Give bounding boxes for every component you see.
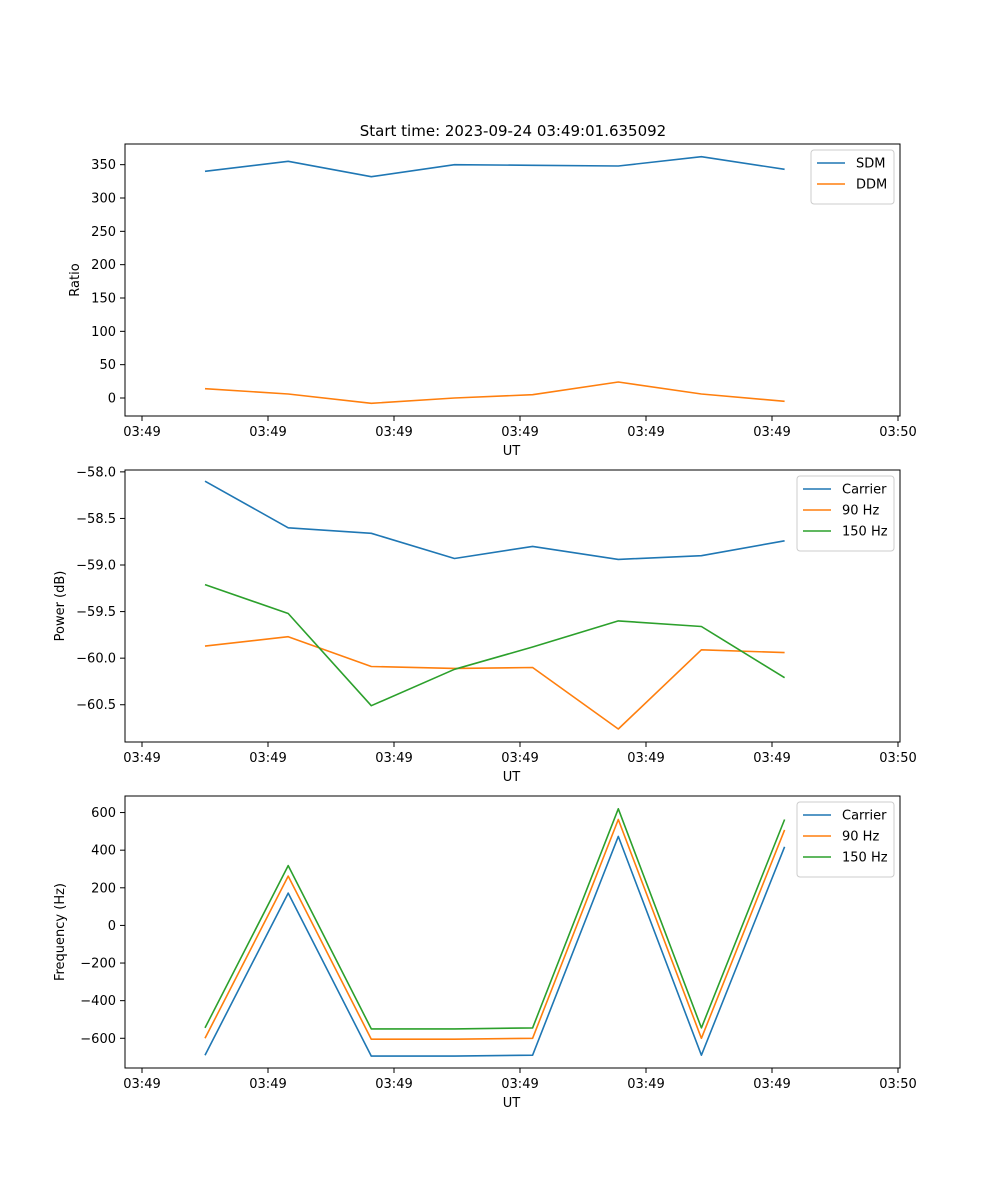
power-xtick-label: 03:49: [123, 751, 160, 766]
power-xlabel: UT: [503, 770, 521, 785]
frequency-xlabel: UT: [503, 1096, 521, 1111]
power-axes-frame: [124, 469, 901, 743]
ratio-xtick-label: 03:50: [879, 425, 916, 440]
frequency-ytick-label: −200: [80, 957, 116, 972]
ratio-series-ddm: [204, 381, 785, 405]
ratio-ytick-label: 350: [91, 158, 116, 173]
frequency-xtick-label: 03:49: [501, 1077, 538, 1092]
ratio-ytick-label: 100: [91, 325, 116, 340]
ratio-ytick-label: 50: [99, 358, 116, 373]
power-xtick-label: 03:49: [753, 751, 790, 766]
power-ytick-label: −59.0: [76, 559, 116, 574]
ratio-ytick-label: 200: [91, 258, 116, 273]
figure-title: Start time: 2023-09-24 03:49:01.635092: [360, 122, 666, 140]
power-xtick-label: 03:49: [627, 751, 664, 766]
frequency-legend-label: 150 Hz: [842, 851, 888, 866]
frequency-legend-box: [796, 801, 895, 878]
subplot-power: 03:49 03:49 03:49 03:49 03:49 03:49 03:50 −60.5…: [53, 465, 917, 785]
ratio-xtick-label: 03:49: [249, 425, 286, 440]
ratio-series-sdm: [204, 155, 785, 178]
ratio-legend: SDM DDM: [810, 149, 895, 205]
ratio-xtick-label: 03:49: [375, 425, 412, 440]
frequency-legend-label: 90 Hz: [842, 830, 879, 845]
frequency-ytick-label: 600: [91, 806, 116, 821]
power-legend-label: 90 Hz: [842, 504, 879, 519]
power-legend-label: 150 Hz: [842, 525, 888, 540]
frequency-xtick-label: 03:49: [627, 1077, 664, 1092]
power-ytick-label: −60.5: [76, 698, 116, 713]
ratio-xtick-label: 03:49: [627, 425, 664, 440]
power-xtick-label: 03:49: [501, 751, 538, 766]
power-xtick-label: 03:49: [375, 751, 412, 766]
ratio-ytick-label: 0: [108, 392, 116, 407]
ratio-axes-frame: [124, 143, 901, 417]
ratio-xlabel: UT: [503, 444, 521, 459]
power-ytick-label: −58.0: [76, 465, 116, 480]
frequency-legend: Carrier 90 Hz 150 Hz: [796, 801, 895, 878]
ratio-ytick-label: 250: [91, 225, 116, 240]
ratio-xtick-label: 03:49: [753, 425, 790, 440]
frequency-ytick-label: −600: [80, 1032, 116, 1047]
frequency-series-carrier: [204, 835, 786, 1057]
power-ytick-label: −60.0: [76, 652, 116, 667]
power-xtick-label: 03:50: [879, 751, 916, 766]
power-series-150-hz: [204, 583, 786, 707]
ratio-ylabel: Ratio: [68, 263, 83, 296]
ratio-xtick-label: 03:49: [123, 425, 160, 440]
ratio-xtick-label: 03:49: [501, 425, 538, 440]
frequency-ytick-label: 0: [108, 919, 116, 934]
frequency-series-90-hz: [204, 818, 786, 1040]
frequency-axes-frame: [124, 795, 901, 1069]
subplot-ratio: 03:49 03:49 03:49 03:49 03:49 03:49 03:50 0 50 10…: [68, 143, 917, 459]
power-ylabel: Power (dB): [53, 571, 68, 642]
frequency-ytick-label: 400: [91, 844, 116, 859]
frequency-ylabel: Frequency (Hz): [53, 883, 68, 981]
power-legend-label: Carrier: [842, 483, 887, 498]
power-legend: Carrier 90 Hz 150 Hz: [796, 475, 895, 552]
frequency-xtick-label: 03:50: [879, 1077, 916, 1092]
power-ytick-label: −59.5: [76, 605, 116, 620]
frequency-xtick-label: 03:49: [375, 1077, 412, 1092]
power-series-90-hz: [204, 635, 785, 730]
power-ytick-label: −58.5: [76, 512, 116, 527]
subplot-frequency: 03:49 03:49 03:49 03:49 03:49 03:49 03:50 −600 −…: [53, 795, 917, 1111]
ratio-ytick-label: 150: [91, 292, 116, 307]
power-series-carrier: [204, 480, 785, 561]
frequency-series-150-hz: [204, 807, 786, 1030]
frequency-ytick-label: −400: [80, 994, 116, 1009]
frequency-xtick-label: 03:49: [249, 1077, 286, 1092]
ratio-legend-label: DDM: [856, 178, 887, 193]
frequency-ytick-label: 200: [91, 881, 116, 896]
ratio-legend-label: SDM: [856, 157, 885, 172]
power-xtick-label: 03:49: [249, 751, 286, 766]
frequency-xtick-label: 03:49: [753, 1077, 790, 1092]
power-legend-box: [796, 475, 895, 552]
frequency-legend-label: Carrier: [842, 809, 887, 824]
frequency-xtick-label: 03:49: [123, 1077, 160, 1092]
ratio-ytick-label: 300: [91, 192, 116, 207]
